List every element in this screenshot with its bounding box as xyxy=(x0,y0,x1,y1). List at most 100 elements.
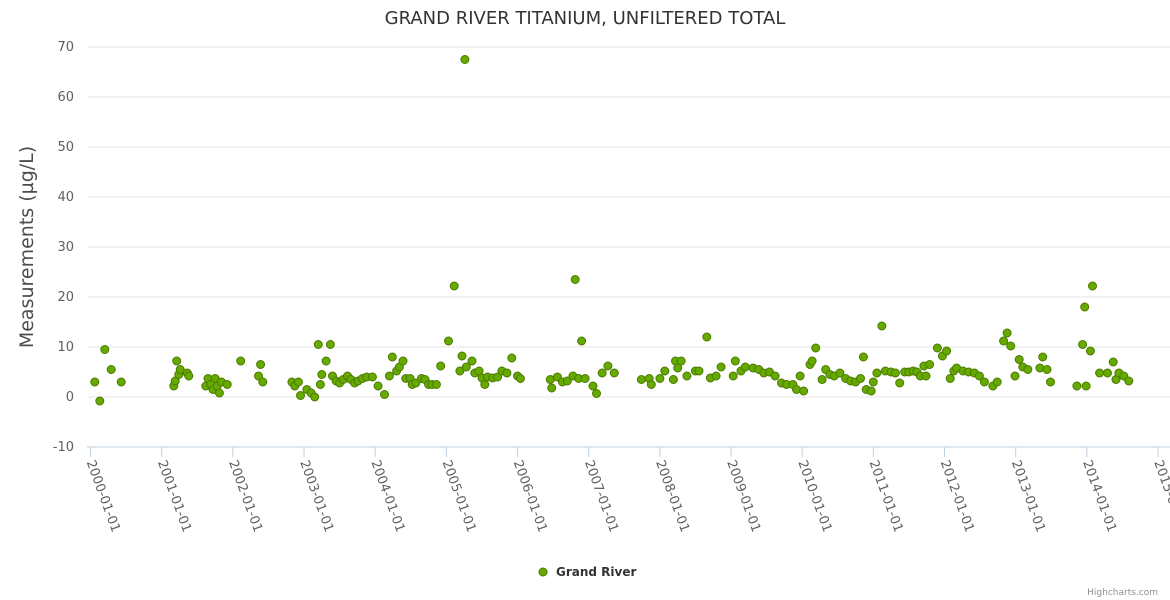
data-point[interactable] xyxy=(609,368,619,378)
data-point[interactable] xyxy=(702,332,712,342)
data-point[interactable] xyxy=(254,371,263,381)
data-point[interactable] xyxy=(868,377,878,387)
data-point[interactable] xyxy=(214,388,224,398)
data-point[interactable] xyxy=(436,361,446,371)
data-point[interactable] xyxy=(1095,368,1105,378)
data-point[interactable] xyxy=(799,386,809,396)
data-point[interactable] xyxy=(676,356,686,366)
data-point[interactable] xyxy=(116,377,126,387)
data-point[interactable] xyxy=(106,365,116,374)
data-point[interactable] xyxy=(296,391,305,400)
data-point[interactable] xyxy=(577,336,587,346)
data-point[interactable] xyxy=(711,371,721,381)
data-point[interactable] xyxy=(992,377,1002,387)
data-point[interactable] xyxy=(398,356,408,366)
data-point[interactable] xyxy=(932,343,942,353)
data-point[interactable] xyxy=(890,368,900,378)
credits-link[interactable]: Highcharts.com xyxy=(1087,588,1158,598)
data-point[interactable] xyxy=(770,371,780,381)
data-point[interactable] xyxy=(175,365,185,374)
data-point[interactable] xyxy=(1085,346,1095,356)
data-point[interactable] xyxy=(728,371,738,381)
data-point[interactable] xyxy=(694,366,704,376)
data-point[interactable] xyxy=(236,356,246,366)
data-point[interactable] xyxy=(740,362,750,372)
data-point[interactable] xyxy=(172,356,182,366)
data-point[interactable] xyxy=(455,366,465,376)
data-point[interactable] xyxy=(979,377,989,387)
data-point[interactable] xyxy=(716,362,726,372)
data-point[interactable] xyxy=(449,281,459,291)
data-point[interactable] xyxy=(580,374,590,383)
data-point[interactable] xyxy=(457,351,467,361)
data-point[interactable] xyxy=(877,321,887,331)
data-point[interactable] xyxy=(502,368,512,378)
data-point[interactable] xyxy=(100,345,110,354)
data-point[interactable] xyxy=(588,381,598,391)
data-point[interactable] xyxy=(1002,328,1012,338)
data-point[interactable] xyxy=(921,371,931,381)
data-point[interactable] xyxy=(1088,281,1097,291)
data-point[interactable] xyxy=(321,356,331,366)
data-point[interactable] xyxy=(461,362,471,372)
data-point[interactable] xyxy=(682,371,692,381)
data-point[interactable] xyxy=(90,377,100,387)
data-point[interactable] xyxy=(570,275,580,284)
data-point[interactable] xyxy=(597,368,607,378)
data-point[interactable] xyxy=(1103,368,1112,378)
data-point[interactable] xyxy=(460,55,470,64)
data-point[interactable] xyxy=(856,374,865,383)
data-point[interactable] xyxy=(480,380,490,389)
data-point[interactable] xyxy=(668,375,678,384)
data-point[interactable] xyxy=(866,386,876,396)
data-point[interactable] xyxy=(974,371,984,381)
data-point[interactable] xyxy=(1010,371,1020,381)
data-point[interactable] xyxy=(222,380,232,389)
data-point[interactable] xyxy=(562,376,572,386)
legend[interactable]: Grand River xyxy=(538,565,636,579)
data-point[interactable] xyxy=(795,371,805,381)
data-point[interactable] xyxy=(313,340,323,349)
data-point[interactable] xyxy=(1014,355,1024,364)
data-point[interactable] xyxy=(835,368,845,378)
data-point[interactable] xyxy=(315,380,325,389)
data-point[interactable] xyxy=(256,360,266,369)
data-point[interactable] xyxy=(325,340,335,349)
data-point[interactable] xyxy=(1080,302,1090,312)
data-point[interactable] xyxy=(373,381,383,391)
data-point[interactable] xyxy=(1108,357,1118,367)
data-point[interactable] xyxy=(1072,381,1082,391)
data-point[interactable] xyxy=(317,370,327,379)
data-point[interactable] xyxy=(1038,352,1048,362)
data-point[interactable] xyxy=(1023,365,1033,374)
data-point[interactable] xyxy=(592,389,601,398)
data-point[interactable] xyxy=(367,372,377,382)
data-point[interactable] xyxy=(817,375,827,384)
data-point[interactable] xyxy=(1078,340,1088,349)
data-point[interactable] xyxy=(310,392,320,402)
data-point[interactable] xyxy=(807,356,817,366)
data-point[interactable] xyxy=(646,380,656,389)
data-point[interactable] xyxy=(636,375,646,384)
data-point[interactable] xyxy=(999,336,1009,346)
legend-label-grand-river[interactable]: Grand River xyxy=(556,565,636,579)
data-point[interactable] xyxy=(258,377,268,387)
data-point[interactable] xyxy=(603,361,613,371)
data-point[interactable] xyxy=(467,356,477,366)
data-point[interactable] xyxy=(925,360,935,369)
data-point[interactable] xyxy=(515,374,525,383)
data-point[interactable] xyxy=(942,346,952,356)
data-point[interactable] xyxy=(858,352,868,362)
data-point[interactable] xyxy=(444,336,453,346)
data-point[interactable] xyxy=(811,343,821,353)
data-point[interactable] xyxy=(1046,377,1055,387)
data-point[interactable] xyxy=(655,374,665,383)
data-point[interactable] xyxy=(673,363,683,373)
legend-marker-grand-river[interactable] xyxy=(538,567,548,577)
data-point[interactable] xyxy=(872,368,882,378)
data-point[interactable] xyxy=(730,356,740,366)
data-point[interactable] xyxy=(293,377,303,387)
data-point[interactable] xyxy=(95,396,105,406)
data-point[interactable] xyxy=(380,390,389,399)
data-point[interactable] xyxy=(507,353,517,363)
